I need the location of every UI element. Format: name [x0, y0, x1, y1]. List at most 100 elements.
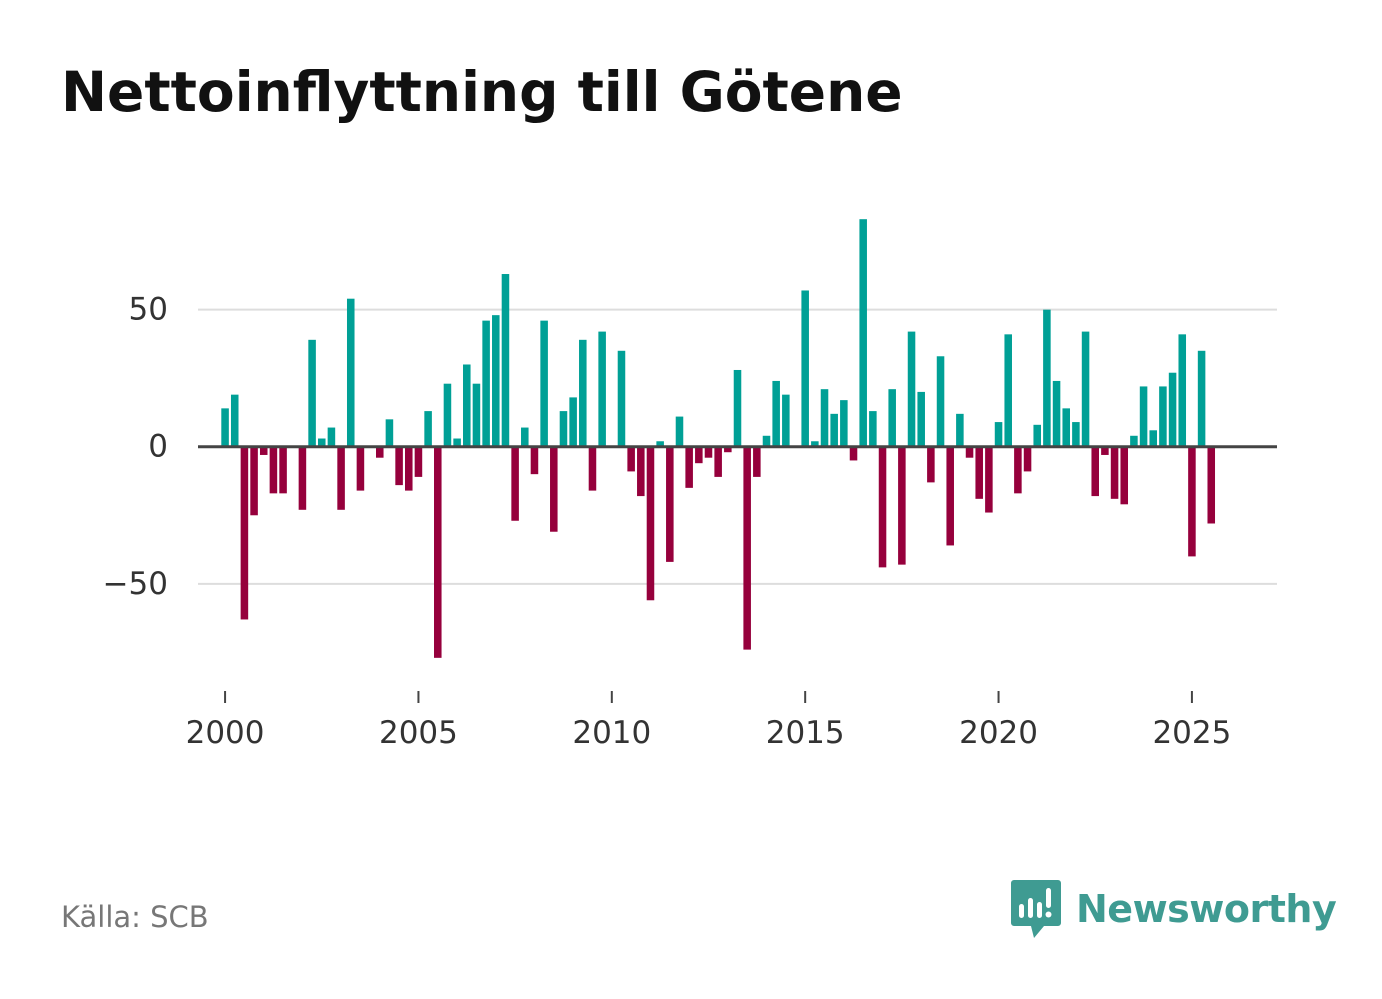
- bar-29[interactable]: [501, 274, 510, 447]
- brand-logo[interactable]: Newsworthy: [1010, 878, 1337, 940]
- bar-95[interactable]: [1139, 386, 1148, 447]
- bar-51[interactable]: [714, 446, 722, 477]
- bar-0[interactable]: [221, 408, 229, 447]
- bar-72[interactable]: [917, 391, 925, 447]
- bar-100[interactable]: [1188, 446, 1196, 557]
- bar-19[interactable]: [405, 446, 413, 491]
- bar-28[interactable]: [492, 315, 500, 447]
- bar-65[interactable]: [849, 446, 858, 461]
- bar-14[interactable]: [356, 446, 365, 491]
- bar-10[interactable]: [317, 438, 326, 447]
- bar-17[interactable]: [385, 419, 394, 447]
- bar-82[interactable]: [1014, 446, 1022, 494]
- bar-99[interactable]: [1178, 334, 1187, 447]
- bar-85[interactable]: [1043, 309, 1051, 447]
- bar-35[interactable]: [559, 411, 568, 447]
- bar-24[interactable]: [453, 438, 461, 447]
- bar-48[interactable]: [685, 446, 693, 488]
- bar-86[interactable]: [1052, 380, 1061, 447]
- bar-43[interactable]: [637, 446, 645, 497]
- bar-89[interactable]: [1081, 331, 1090, 447]
- bar-71[interactable]: [907, 331, 916, 447]
- bar-20[interactable]: [414, 446, 423, 477]
- bar-32[interactable]: [530, 446, 539, 475]
- bar-78[interactable]: [975, 446, 983, 499]
- bar-73[interactable]: [927, 446, 935, 483]
- bar-47[interactable]: [675, 416, 684, 447]
- bar-84[interactable]: [1033, 424, 1041, 447]
- bar-31[interactable]: [521, 427, 529, 447]
- bar-9[interactable]: [308, 339, 316, 447]
- bar-52[interactable]: [724, 446, 732, 453]
- bar-88[interactable]: [1072, 422, 1080, 447]
- bar-57[interactable]: [772, 380, 780, 447]
- bar-37[interactable]: [579, 339, 587, 447]
- bar-30[interactable]: [511, 446, 519, 521]
- bar-22[interactable]: [434, 446, 442, 658]
- bar-42[interactable]: [627, 446, 635, 472]
- bar-23[interactable]: [443, 383, 452, 447]
- bar-33[interactable]: [540, 320, 548, 447]
- bar-61[interactable]: [811, 441, 819, 447]
- bar-55[interactable]: [753, 446, 761, 477]
- bar-69[interactable]: [888, 389, 896, 447]
- bar-63[interactable]: [830, 413, 838, 447]
- bar-70[interactable]: [898, 446, 906, 565]
- bar-45[interactable]: [656, 441, 664, 447]
- bar-81[interactable]: [1004, 334, 1012, 447]
- bar-62[interactable]: [820, 389, 829, 447]
- bar-49[interactable]: [695, 446, 703, 464]
- bar-68[interactable]: [878, 446, 887, 568]
- bar-21[interactable]: [424, 411, 432, 447]
- bar-74[interactable]: [936, 356, 945, 447]
- bar-98[interactable]: [1168, 372, 1177, 447]
- bar-96[interactable]: [1149, 430, 1158, 447]
- bar-64[interactable]: [840, 400, 848, 447]
- bar-13[interactable]: [346, 298, 355, 447]
- bar-25[interactable]: [463, 364, 471, 447]
- bar-6[interactable]: [279, 446, 287, 494]
- bar-46[interactable]: [666, 446, 674, 562]
- bar-77[interactable]: [965, 446, 974, 458]
- bar-67[interactable]: [869, 411, 877, 447]
- bar-87[interactable]: [1062, 408, 1070, 447]
- bar-12[interactable]: [337, 446, 345, 510]
- bar-27[interactable]: [482, 320, 490, 447]
- bar-90[interactable]: [1091, 446, 1099, 497]
- bar-34[interactable]: [550, 446, 558, 532]
- bar-60[interactable]: [801, 290, 809, 447]
- bar-83[interactable]: [1023, 446, 1032, 472]
- bar-93[interactable]: [1120, 446, 1129, 505]
- bar-39[interactable]: [598, 331, 606, 447]
- bar-38[interactable]: [588, 446, 597, 491]
- bar-92[interactable]: [1110, 446, 1119, 499]
- bar-97[interactable]: [1159, 386, 1167, 447]
- bar-58[interactable]: [782, 394, 790, 447]
- bar-11[interactable]: [327, 427, 336, 447]
- bar-16[interactable]: [376, 446, 384, 458]
- bar-5[interactable]: [269, 446, 278, 494]
- bar-101[interactable]: [1197, 350, 1206, 447]
- bar-50[interactable]: [704, 446, 713, 458]
- bar-44[interactable]: [646, 446, 655, 601]
- bar-41[interactable]: [617, 350, 626, 447]
- bar-80[interactable]: [994, 422, 1003, 447]
- bar-53[interactable]: [733, 369, 742, 447]
- bar-26[interactable]: [472, 383, 481, 447]
- bar-2[interactable]: [240, 446, 249, 620]
- bar-18[interactable]: [395, 446, 403, 486]
- bar-94[interactable]: [1130, 435, 1138, 447]
- bar-36[interactable]: [569, 397, 577, 447]
- bar-79[interactable]: [985, 446, 993, 513]
- bar-54[interactable]: [743, 446, 751, 650]
- bar-75[interactable]: [946, 446, 954, 546]
- bar-4[interactable]: [259, 446, 268, 455]
- bar-66[interactable]: [859, 219, 867, 447]
- bar-56[interactable]: [762, 435, 771, 447]
- bar-102[interactable]: [1207, 446, 1216, 524]
- bar-91[interactable]: [1101, 446, 1109, 455]
- bar-76[interactable]: [956, 413, 964, 447]
- bar-3[interactable]: [250, 446, 258, 516]
- bar-1[interactable]: [230, 394, 239, 447]
- bar-8[interactable]: [298, 446, 307, 510]
